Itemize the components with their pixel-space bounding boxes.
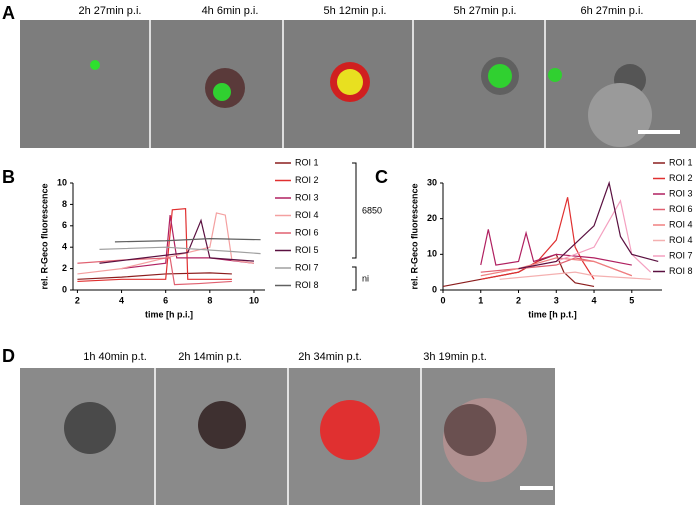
image-caption: 6h 27min p.i.	[581, 5, 644, 17]
data-line	[499, 271, 651, 280]
data-line	[480, 229, 632, 266]
data-line	[518, 180, 659, 270]
image-caption: 5h 12min p.i.	[324, 5, 387, 17]
image-caption: 1h 40min p.t.	[83, 351, 147, 363]
group-label: 6850	[362, 205, 382, 215]
panel-label: D	[2, 346, 15, 366]
panel-a-images	[20, 20, 696, 148]
legend-label: ROI 6	[295, 227, 319, 237]
cell	[337, 69, 363, 95]
y-axis-label: rel. R-Geco fluorescence	[39, 183, 49, 289]
legend-label: ROI 5	[295, 245, 319, 255]
y-tick-label: 8	[62, 199, 67, 209]
data-line	[77, 208, 232, 283]
x-tick-label: 6	[163, 295, 168, 305]
group-bracket	[352, 162, 357, 259]
legend-label: ROI 2	[669, 173, 693, 183]
x-tick-label: 8	[207, 295, 212, 305]
legend-label: ROI 2	[295, 175, 319, 185]
cell	[90, 60, 100, 70]
legend-label: ROI 7	[669, 250, 693, 260]
y-tick-label: 30	[427, 177, 437, 187]
data-line	[114, 238, 261, 243]
legend-label: ROI 3	[669, 188, 693, 198]
x-tick-label: 4	[119, 295, 124, 305]
legend-label: ROI 3	[295, 192, 319, 202]
image-caption: 2h 34min p.t.	[298, 351, 362, 363]
legend-label: ROI 7	[295, 262, 319, 272]
legend-label: ROI 6	[669, 204, 693, 214]
image-caption: 3h 19min p.t.	[423, 351, 487, 363]
cell	[213, 83, 231, 101]
cell	[320, 400, 380, 460]
group-label: ni	[362, 273, 369, 283]
x-tick-label: 5	[629, 295, 634, 305]
panel-label: B	[2, 167, 15, 187]
legend-label: ROI 8	[295, 280, 319, 290]
panel-label: C	[375, 167, 388, 187]
x-tick-label: 1	[478, 295, 483, 305]
group-bracket	[352, 266, 357, 291]
cell	[488, 64, 512, 88]
cell	[548, 68, 562, 82]
data-line	[480, 257, 633, 277]
x-tick-label: 2	[75, 295, 80, 305]
y-tick-label: 0	[62, 284, 67, 294]
y-tick-label: 2	[62, 263, 67, 273]
cell	[64, 402, 116, 454]
data-line	[77, 272, 232, 280]
y-tick-label: 10	[57, 177, 67, 187]
x-tick-label: 3	[554, 295, 559, 305]
image-caption: 2h 27min p.i.	[79, 5, 142, 17]
data-line	[99, 218, 255, 264]
x-tick-label: 0	[440, 295, 445, 305]
cell	[198, 401, 246, 449]
panel-d-images	[20, 368, 555, 505]
x-tick-label: 2	[516, 295, 521, 305]
legend-label: ROI 8	[669, 266, 693, 276]
y-tick-label: 20	[427, 213, 437, 223]
image-caption: 5h 27min p.i.	[454, 5, 517, 17]
image-caption: 4h 6min p.i.	[202, 5, 259, 17]
y-tick-label: 6	[62, 220, 67, 230]
x-tick-label: 10	[249, 295, 259, 305]
legend-label: ROI 4	[669, 235, 693, 245]
legend-label: ROI 4	[295, 210, 319, 220]
y-axis-label: rel. R-Geco fluorescence	[409, 183, 419, 289]
cell	[444, 404, 496, 456]
y-tick-label: 10	[427, 249, 437, 259]
panel-label: A	[2, 3, 15, 23]
x-tick-label: 4	[592, 295, 597, 305]
legend-label: ROI 4	[669, 219, 693, 229]
image-caption: 2h 14min p.t.	[178, 351, 242, 363]
dividers	[149, 20, 546, 148]
legend-label: ROI 1	[669, 157, 693, 167]
y-tick-label: 0	[432, 284, 437, 294]
data-line	[77, 212, 255, 275]
x-axis-label: time [h p.i.]	[145, 309, 193, 319]
data-line	[99, 246, 261, 255]
y-tick-label: 4	[62, 242, 67, 252]
legend-label: ROI 1	[295, 157, 319, 167]
data-line	[77, 257, 232, 286]
cell	[588, 83, 652, 147]
x-axis-label: time [h p.t.]	[528, 309, 577, 319]
